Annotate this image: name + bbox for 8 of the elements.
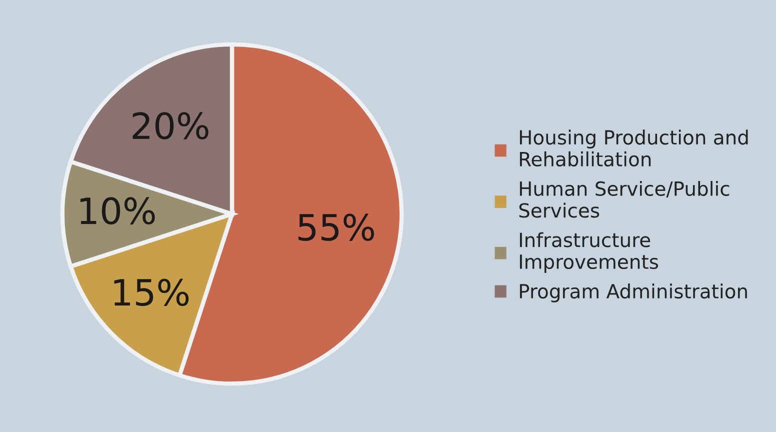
legend-label: Program Administration <box>520 284 747 302</box>
legend-label: Infrastructure Improvements <box>520 232 658 273</box>
data-label: 20% <box>132 112 208 140</box>
legend-label: Human Service/Public Services <box>519 180 730 218</box>
data-label: 10% <box>80 197 155 224</box>
legend-label: Housing Production and Rehabilitation <box>520 130 748 166</box>
data-label: 55% <box>298 214 374 241</box>
data-label: 15% <box>114 278 189 306</box>
